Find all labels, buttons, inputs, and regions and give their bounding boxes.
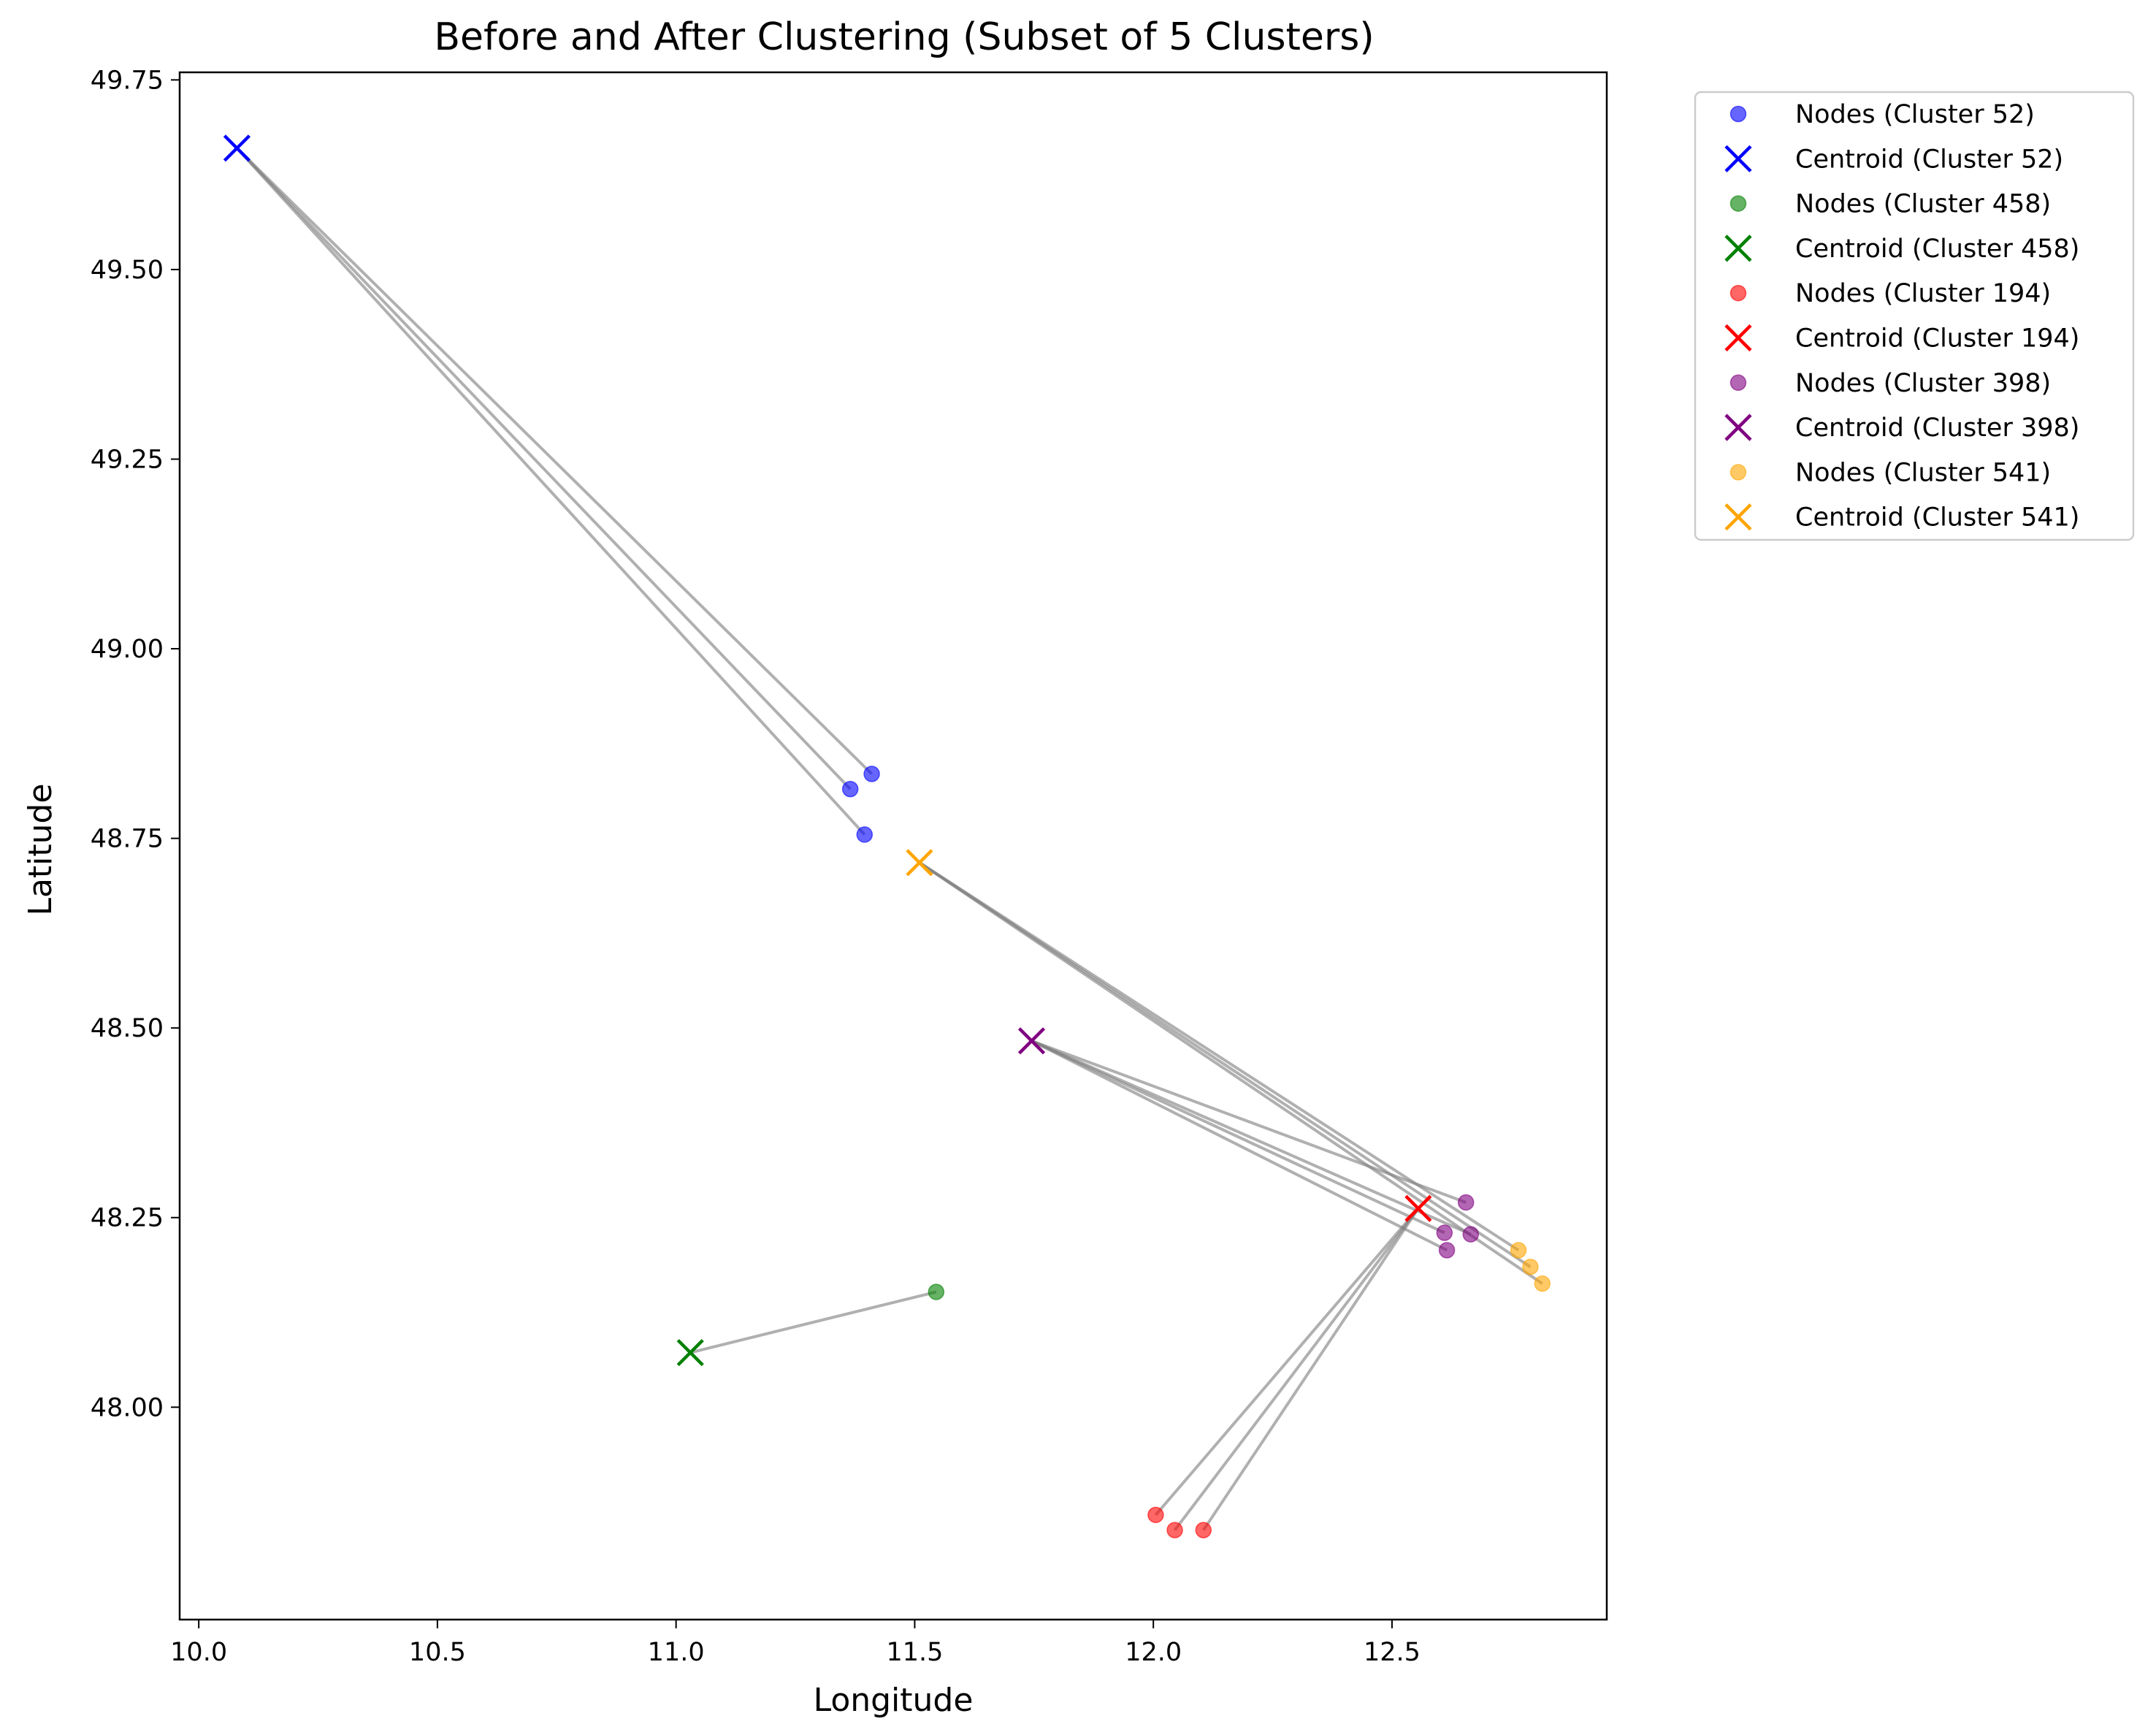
node-point-cluster-52 <box>863 766 880 782</box>
legend: Nodes (Cluster 52) Centroid (Cluster 52) N… <box>1694 91 2135 541</box>
legend-label-nodes-52: Nodes (Cluster 52) <box>1795 100 2035 129</box>
node-point-cluster-398 <box>1462 1226 1479 1243</box>
y-tick-label: 49.50 <box>91 256 164 285</box>
connector-line-cluster-398 <box>1031 1039 1472 1236</box>
connector-line-cluster-458 <box>689 1290 937 1354</box>
legend-label-nodes-541: Nodes (Cluster 541) <box>1795 458 2051 487</box>
chart-title: Before and After Clustering (Subset of 5… <box>434 15 1374 59</box>
legend-label-centroid-541: Centroid (Cluster 541) <box>1795 503 2079 533</box>
node-point-cluster-52 <box>856 826 874 843</box>
legend-label-centroid-458: Centroid (Cluster 458) <box>1795 234 2079 264</box>
centroid-marker-cluster-398 <box>1017 1027 1046 1055</box>
legend-centroid-marker-398 <box>1724 413 1752 441</box>
legend-label-centroid-398: Centroid (Cluster 398) <box>1795 413 2079 443</box>
legend-centroid-marker-194 <box>1724 324 1752 352</box>
legend-label-centroid-194: Centroid (Cluster 194) <box>1795 324 2079 354</box>
legend-centroid-marker-458 <box>1724 234 1752 262</box>
connector-line-cluster-398 <box>1031 1039 1467 1204</box>
x-tick-label: 12.5 <box>1364 1638 1421 1667</box>
y-tick-label: 48.00 <box>91 1393 164 1422</box>
centroid-marker-cluster-541 <box>906 849 933 877</box>
connector-line-cluster-398 <box>1031 1040 1445 1235</box>
legend-node-marker-52 <box>1729 105 1747 123</box>
y-tick-label: 48.50 <box>91 1014 164 1043</box>
legend-label-centroid-52: Centroid (Cluster 52) <box>1795 145 2063 174</box>
legend-node-marker-194 <box>1729 284 1747 302</box>
y-tick-label: 49.25 <box>91 446 164 475</box>
x-tick-label: 11.0 <box>648 1638 705 1667</box>
node-point-cluster-541 <box>1522 1258 1539 1275</box>
x-axis-ticks: 10.0 10.5 11.0 11.5 12.0 12.5 <box>170 1620 1421 1667</box>
x-tick-label: 12.0 <box>1125 1638 1182 1667</box>
node-point-cluster-398 <box>1436 1224 1453 1241</box>
y-tick-label: 48.25 <box>91 1204 164 1233</box>
legend-centroid-marker-541 <box>1724 503 1752 531</box>
legend-label-nodes-458: Nodes (Cluster 458) <box>1795 190 2051 219</box>
legend-node-marker-398 <box>1729 374 1747 392</box>
legend-centroid-marker-52 <box>1724 145 1752 172</box>
centroid-marker-cluster-458 <box>676 1338 704 1367</box>
legend-label-nodes-194: Nodes (Cluster 194) <box>1795 279 2051 308</box>
data-markers <box>223 134 1551 1538</box>
plot-area-frame <box>178 71 1608 1621</box>
node-point-cluster-194 <box>1195 1522 1212 1538</box>
legend-node-marker-541 <box>1729 464 1747 481</box>
node-point-cluster-194 <box>1147 1506 1164 1523</box>
x-tick-label: 10.0 <box>170 1638 227 1667</box>
x-tick-label: 11.5 <box>886 1638 943 1667</box>
x-tick-label: 10.5 <box>409 1638 466 1667</box>
connector-line-cluster-398 <box>1031 1040 1448 1252</box>
connector-line-cluster-194 <box>1154 1207 1420 1517</box>
y-axis-label: Latitude <box>22 783 59 915</box>
node-point-cluster-398 <box>1438 1242 1456 1259</box>
y-tick-label: 49.75 <box>91 66 164 95</box>
x-axis-label: Longitude <box>814 1682 974 1719</box>
node-point-cluster-541 <box>1534 1275 1551 1292</box>
connector-line-cluster-541 <box>918 861 1543 1285</box>
connector-line-cluster-194 <box>1202 1208 1420 1531</box>
connector-line-cluster-194 <box>1173 1208 1420 1531</box>
connector-line-cluster-52 <box>235 147 866 836</box>
y-tick-label: 48.75 <box>91 825 164 854</box>
connector-line-cluster-52 <box>236 147 873 775</box>
legend-frame <box>1694 91 2135 541</box>
node-point-cluster-52 <box>841 780 859 798</box>
node-point-cluster-458 <box>928 1284 945 1300</box>
centroid-marker-cluster-194 <box>1404 1194 1432 1222</box>
y-axis-ticks: 48.00 48.25 48.50 48.75 49.00 49.25 49.50 49.75 <box>91 66 180 1422</box>
node-point-cluster-398 <box>1457 1194 1475 1211</box>
node-point-cluster-194 <box>1166 1522 1183 1538</box>
centroid-marker-cluster-52 <box>223 134 251 162</box>
connector-lines <box>235 147 1543 1531</box>
legend-node-marker-458 <box>1729 195 1747 212</box>
node-point-cluster-541 <box>1510 1242 1527 1259</box>
y-tick-label: 49.00 <box>91 635 164 664</box>
legend-label-nodes-398: Nodes (Cluster 398) <box>1795 369 2051 398</box>
connector-line-cluster-52 <box>235 147 852 790</box>
